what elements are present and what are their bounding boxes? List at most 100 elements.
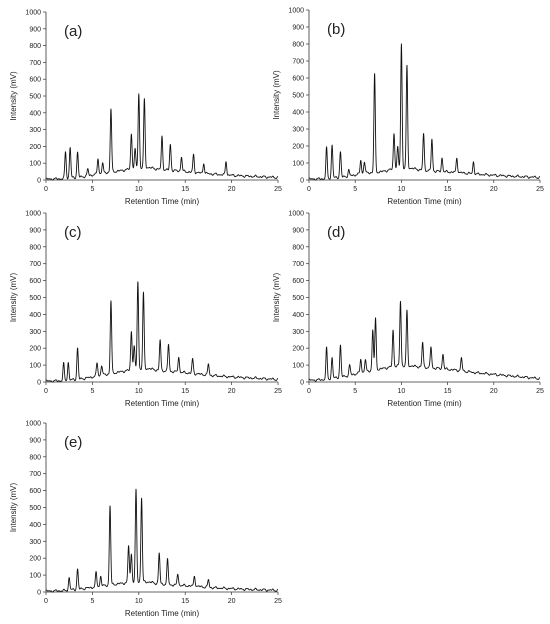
y-tick-label: 0 <box>300 380 304 387</box>
panel-e: 0 100 200 300 400 500 600 700 800 900 1000 0 5 10 15 20… <box>9 421 282 619</box>
y-tick-label: 300 <box>292 329 304 336</box>
x-tick-label: 25 <box>274 388 282 395</box>
y-tick-label: 600 <box>29 488 41 495</box>
chromatogram-trace <box>45 93 279 181</box>
x-tick-label: 10 <box>135 186 143 193</box>
y-tick-label: 200 <box>292 346 304 353</box>
x-tick-label: 15 <box>444 388 452 395</box>
chromatogram-trace <box>308 300 541 382</box>
y-tick-label: 100 <box>292 161 304 168</box>
y-tick-label: 1000 <box>288 8 304 15</box>
x-axis-title: Retention Time (min) <box>125 609 200 618</box>
y-tick-label: 900 <box>29 26 41 33</box>
x-tick-label: 10 <box>135 388 143 395</box>
y-tick-label: 500 <box>292 295 304 302</box>
y-tick-label: 200 <box>292 144 304 151</box>
y-tick-label: 1000 <box>25 211 41 218</box>
y-tick-label: 400 <box>292 110 304 117</box>
x-tick-label: 0 <box>44 598 48 605</box>
x-tick-label: 25 <box>536 388 544 395</box>
y-tick-label: 800 <box>292 244 304 251</box>
panel-label: (b) <box>327 21 345 38</box>
y-tick-label: 1000 <box>25 10 41 17</box>
x-tick-label: 25 <box>536 186 544 193</box>
y-tick-label: 400 <box>29 110 41 117</box>
y-tick-label: 800 <box>29 244 41 251</box>
y-tick-label: 800 <box>29 454 41 461</box>
panel-a: 0 100 200 300 400 500 600 700 800 900 1000 0 5 10 15 20… <box>9 10 282 207</box>
y-tick-label: 700 <box>292 261 304 268</box>
y-tick-label: 300 <box>292 127 304 134</box>
x-tick-label: 5 <box>353 186 357 193</box>
x-tick-label: 25 <box>274 598 282 605</box>
y-axis-title: Intensity (mV) <box>272 70 281 120</box>
y-tick-label: 500 <box>29 295 41 302</box>
panel-label: (c) <box>64 224 82 241</box>
x-tick-label: 0 <box>307 186 311 193</box>
y-tick-label: 100 <box>29 161 41 168</box>
y-axis-title: Intensity (mV) <box>9 71 18 121</box>
y-tick-label: 600 <box>29 278 41 285</box>
y-tick-label: 300 <box>29 539 41 546</box>
y-tick-label: 500 <box>29 94 41 101</box>
y-tick-label: 600 <box>29 77 41 84</box>
panel-b: 0 100 200 300 400 500 600 700 800 900 1000 0 5 10 15 20… <box>272 8 544 207</box>
chromatogram-trace <box>45 281 279 383</box>
y-tick-label: 500 <box>29 505 41 512</box>
y-tick-label: 0 <box>37 590 41 597</box>
x-tick-label: 15 <box>181 388 189 395</box>
y-tick-label: 800 <box>29 43 41 50</box>
y-tick-label: 600 <box>292 278 304 285</box>
y-tick-label: 600 <box>292 76 304 83</box>
panel-c: 0 100 200 300 400 500 600 700 800 900 1000 0 5 10 15 20… <box>9 211 282 409</box>
x-tick-label: 20 <box>228 186 236 193</box>
y-tick-label: 1000 <box>288 211 304 218</box>
panel-label: (e) <box>64 434 82 451</box>
x-tick-label: 10 <box>398 186 406 193</box>
x-axis-title: Retention Time (min) <box>125 197 200 206</box>
y-tick-label: 1000 <box>25 421 41 428</box>
y-tick-label: 500 <box>292 93 304 100</box>
y-tick-label: 900 <box>29 437 41 444</box>
panel-label: (d) <box>327 224 345 241</box>
x-tick-label: 20 <box>490 388 498 395</box>
y-tick-label: 700 <box>29 261 41 268</box>
y-tick-label: 700 <box>29 60 41 67</box>
x-tick-label: 15 <box>181 186 189 193</box>
x-tick-label: 20 <box>228 388 236 395</box>
y-tick-label: 900 <box>292 227 304 234</box>
y-tick-label: 200 <box>29 556 41 563</box>
y-tick-label: 0 <box>300 178 304 185</box>
y-axis-title: Intensity (mV) <box>9 482 18 532</box>
x-tick-label: 20 <box>228 598 236 605</box>
x-tick-label: 0 <box>44 388 48 395</box>
y-tick-label: 0 <box>37 380 41 387</box>
y-tick-label: 0 <box>37 178 41 185</box>
x-tick-label: 5 <box>90 598 94 605</box>
x-axis-title: Retention Time (min) <box>387 399 462 408</box>
y-tick-label: 700 <box>292 59 304 66</box>
y-tick-label: 400 <box>292 312 304 319</box>
x-tick-label: 15 <box>181 598 189 605</box>
y-tick-label: 900 <box>29 227 41 234</box>
x-tick-label: 5 <box>90 186 94 193</box>
panel-label: (a) <box>64 23 82 40</box>
x-tick-label: 20 <box>490 186 498 193</box>
x-tick-label: 15 <box>444 186 452 193</box>
chromatogram-trace <box>308 43 541 181</box>
x-axis-title: Retention Time (min) <box>125 399 200 408</box>
x-tick-label: 10 <box>398 388 406 395</box>
chromatogram-trace <box>45 488 279 593</box>
y-tick-label: 800 <box>292 42 304 49</box>
panel-d: 0 100 200 300 400 500 600 700 800 900 1000 0 5 10 15 20… <box>272 211 544 409</box>
y-tick-label: 100 <box>292 363 304 370</box>
y-tick-label: 700 <box>29 471 41 478</box>
y-tick-label: 300 <box>29 127 41 134</box>
x-tick-label: 0 <box>307 388 311 395</box>
x-tick-label: 5 <box>353 388 357 395</box>
y-tick-label: 100 <box>29 363 41 370</box>
x-tick-label: 0 <box>44 186 48 193</box>
x-axis-title: Retention Time (min) <box>387 197 462 206</box>
